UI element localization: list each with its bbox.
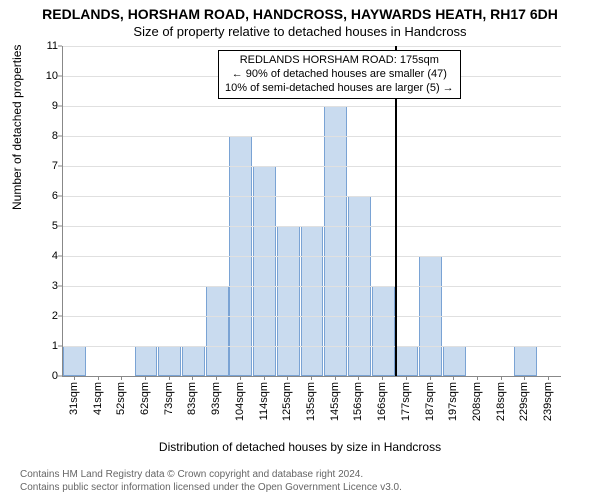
x-tick-label: 83sqm	[186, 382, 198, 415]
x-tick-label: 31sqm	[68, 382, 80, 415]
annotation-box: REDLANDS HORSHAM ROAD: 175sqm ← 90% of d…	[218, 50, 461, 99]
histogram-bar	[277, 226, 300, 376]
x-tick-label: 52sqm	[115, 382, 127, 415]
x-tick-label: 166sqm	[376, 382, 388, 421]
histogram-bar	[324, 106, 347, 376]
y-tick-label: 9	[28, 100, 58, 112]
x-tick-label: 114sqm	[258, 382, 270, 420]
histogram-bar	[395, 346, 418, 376]
x-tick-label: 187sqm	[424, 382, 436, 421]
x-tick-label: 41sqm	[92, 382, 104, 415]
y-tick-label: 6	[28, 190, 58, 202]
x-tick-label: 218sqm	[495, 382, 507, 421]
x-tick-label: 145sqm	[329, 382, 341, 421]
y-tick-label: 1	[28, 340, 58, 352]
y-tick-label: 11	[28, 40, 58, 52]
x-tick-label: 229sqm	[518, 382, 530, 421]
x-tick-label: 197sqm	[447, 382, 459, 421]
annotation-line3: 10% of semi-detached houses are larger (…	[225, 82, 454, 96]
histogram-bar	[182, 346, 205, 376]
histogram-bar	[135, 346, 158, 376]
y-tick-label: 4	[28, 250, 58, 262]
x-tick-label: 208sqm	[471, 382, 483, 421]
y-tick-label: 7	[28, 160, 58, 172]
y-tick-label: 5	[28, 220, 58, 232]
x-tick-label: 239sqm	[542, 382, 554, 421]
histogram-bar	[253, 166, 276, 376]
y-tick-label: 2	[28, 310, 58, 322]
x-tick-label: 125sqm	[281, 382, 293, 421]
chart-subtitle: Size of property relative to detached ho…	[0, 24, 600, 39]
y-tick-label: 8	[28, 130, 58, 142]
histogram-bar	[372, 286, 395, 376]
histogram-bar	[206, 286, 229, 376]
histogram-bar	[443, 346, 466, 376]
x-tick-label: 73sqm	[163, 382, 175, 415]
footer-line1: Contains HM Land Registry data © Crown c…	[20, 468, 402, 481]
histogram-bar	[63, 346, 86, 376]
y-axis-label: Number of detached properties	[10, 45, 24, 210]
chart-title: REDLANDS, HORSHAM ROAD, HANDCROSS, HAYWA…	[0, 6, 600, 22]
footer-attribution: Contains HM Land Registry data © Crown c…	[20, 468, 402, 494]
x-tick-label: 93sqm	[210, 382, 222, 415]
histogram-bar	[514, 346, 537, 376]
x-tick-label: 177sqm	[400, 382, 412, 421]
annotation-line1: REDLANDS HORSHAM ROAD: 175sqm	[225, 54, 454, 68]
histogram-bar	[301, 226, 324, 376]
property-size-chart: REDLANDS, HORSHAM ROAD, HANDCROSS, HAYWA…	[0, 0, 600, 500]
histogram-bar	[158, 346, 181, 376]
y-tick-label: 10	[28, 70, 58, 82]
x-tick-label: 135sqm	[305, 382, 317, 421]
x-axis-label: Distribution of detached houses by size …	[0, 440, 600, 454]
y-tick-label: 0	[28, 370, 58, 382]
x-tick-label: 62sqm	[139, 382, 151, 415]
footer-line2: Contains public sector information licen…	[20, 481, 402, 494]
x-tick-label: 156sqm	[352, 382, 364, 421]
x-tick-label: 104sqm	[234, 382, 246, 421]
y-tick-label: 3	[28, 280, 58, 292]
annotation-line2: ← 90% of detached houses are smaller (47…	[225, 68, 454, 82]
